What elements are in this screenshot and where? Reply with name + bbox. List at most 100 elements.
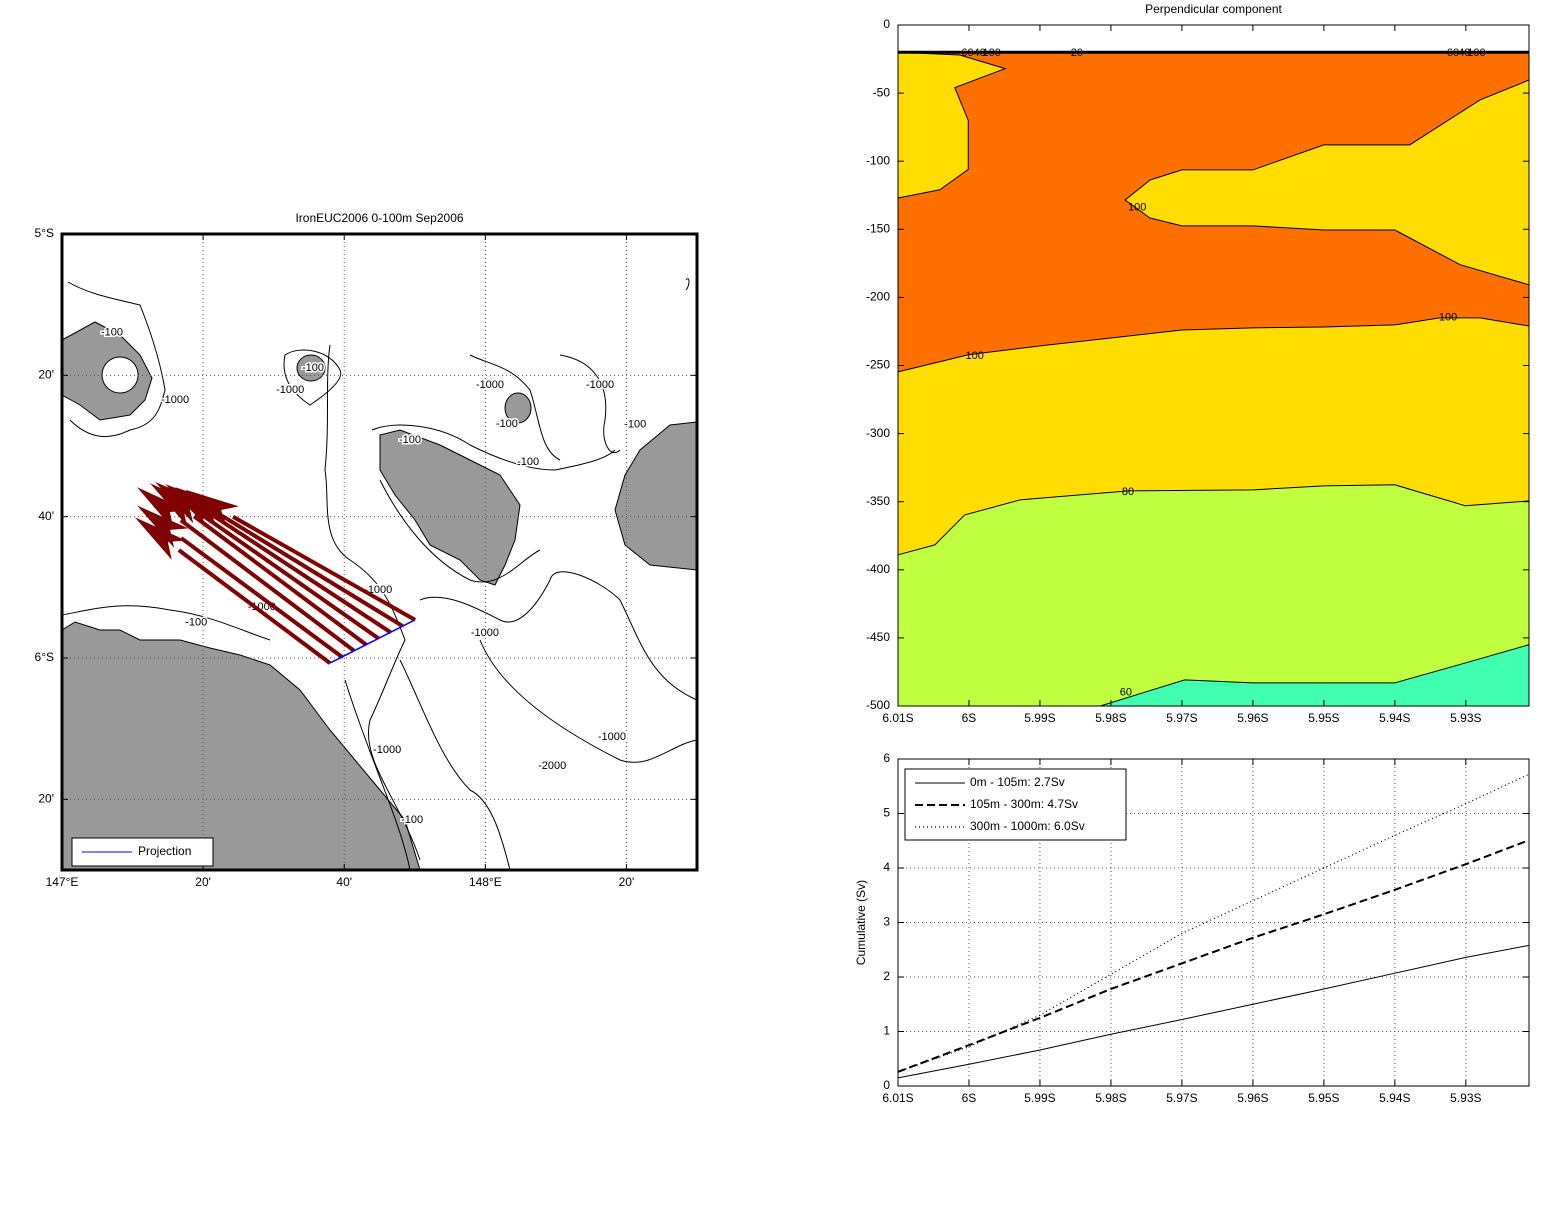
- x-tick-label: 147°E: [46, 875, 79, 889]
- vector: [179, 518, 356, 653]
- vector-head: [150, 483, 202, 526]
- contour-label: -100: [624, 419, 646, 431]
- x-tick-label: 5.98S: [1095, 711, 1126, 725]
- y-tick-label: 6: [883, 751, 890, 765]
- x-tick-label: 6.01S: [882, 1091, 913, 1105]
- x-tick-label: 5.99S: [1024, 1091, 1055, 1105]
- contour-label: 20: [1071, 47, 1083, 59]
- projection-line: [329, 619, 416, 664]
- x-tick-label: 5.95S: [1308, 711, 1339, 725]
- vector-head: [134, 517, 187, 560]
- y-tick-label: 20': [38, 791, 54, 805]
- x-tick-label: 5.93S: [1450, 711, 1481, 725]
- x-tick-label: 6S: [962, 1091, 977, 1105]
- contour-label: -100: [401, 814, 423, 826]
- y-tick-label: 5: [883, 806, 890, 820]
- y-tick-label: 0: [883, 17, 890, 31]
- vector-head: [155, 482, 208, 524]
- vector: [179, 536, 344, 659]
- vector-head: [136, 487, 189, 530]
- contour-label: -1000: [471, 627, 499, 639]
- contour-line: [324, 344, 421, 861]
- contour-label: -100: [496, 418, 518, 430]
- contour-label: 40: [1458, 47, 1470, 59]
- contour-label: -100: [185, 617, 207, 629]
- contour-label: -1000: [586, 379, 614, 391]
- contour-line: [419, 571, 698, 701]
- land: [61, 321, 153, 421]
- land: [296, 354, 326, 382]
- legend-box: [904, 768, 1127, 841]
- contour-label: 100: [1128, 201, 1146, 213]
- y-tick-label: -200: [866, 290, 890, 304]
- contour-label: 80: [1122, 486, 1134, 498]
- vector: [220, 514, 404, 628]
- x-tick-label: 5.97S: [1166, 711, 1197, 725]
- y-tick-label: -350: [866, 494, 890, 508]
- vector: [192, 514, 368, 647]
- x-tick-label: 5.98S: [1095, 1091, 1126, 1105]
- y-tick-label: 5°S: [35, 226, 54, 240]
- contour-label: 60: [961, 47, 973, 59]
- contour-line: [479, 639, 698, 763]
- vector-head: [165, 484, 218, 525]
- x-tick-label: 5.97S: [1166, 1091, 1197, 1105]
- x-tick-label: 6.01S: [882, 711, 913, 725]
- land: [504, 392, 532, 424]
- contour-region: [1124, 79, 1530, 286]
- x-tick-label: 5.94S: [1379, 1091, 1410, 1105]
- y-axis-label: Cumulative (Sv): [854, 880, 868, 965]
- y-tick-label: 20': [38, 367, 54, 381]
- y-tick-label: -150: [866, 221, 890, 235]
- y-tick-label: -250: [866, 358, 890, 372]
- contour-line: [283, 349, 342, 406]
- contour-line: [67, 281, 166, 438]
- contour-line: [371, 424, 616, 471]
- plot-frame: [60, 232, 699, 872]
- contour-label: -1000: [373, 744, 401, 756]
- vector: [199, 511, 380, 641]
- vector-head: [185, 489, 239, 528]
- contour-label: -100: [101, 327, 123, 339]
- y-tick-label: 3: [883, 915, 890, 929]
- contour-line: [399, 659, 511, 871]
- vector-head: [136, 505, 189, 548]
- y-tick-label: 2: [883, 969, 890, 983]
- y-tick-label: 0: [883, 1078, 890, 1092]
- y-tick-label: -50: [873, 85, 891, 99]
- chart-title: Perpendicular component: [1145, 2, 1282, 16]
- series-line: [897, 944, 1530, 1079]
- contour-label: -100: [399, 434, 421, 446]
- plot-frame: [897, 24, 1530, 707]
- land: [614, 421, 698, 571]
- x-tick-label: 20': [619, 875, 635, 889]
- y-tick-label: -500: [866, 698, 890, 712]
- x-tick-label: 148°E: [469, 875, 502, 889]
- vector: [177, 548, 332, 665]
- vector: [210, 512, 393, 635]
- contour-line: [344, 679, 411, 871]
- x-tick-label: 5.96S: [1237, 711, 1268, 725]
- contour-label: -1000: [598, 731, 626, 743]
- contour-label: -100: [517, 456, 539, 468]
- legend-label: Projection: [138, 844, 191, 858]
- contour-label: -1000: [161, 394, 189, 406]
- contour-label: 60: [1120, 686, 1132, 698]
- x-tick-label: 5.93S: [1450, 1091, 1481, 1105]
- contour-label: 100: [1439, 312, 1457, 324]
- contour-line: [379, 479, 541, 583]
- vector: [232, 515, 417, 622]
- x-tick-label: 20': [195, 875, 211, 889]
- x-tick-label: 6S: [962, 711, 977, 725]
- contour-label: 100: [965, 350, 983, 362]
- contour-line: [61, 605, 271, 641]
- x-tick-label: 5.95S: [1308, 1091, 1339, 1105]
- contour-label: 60: [1447, 47, 1459, 59]
- plot-frame: [897, 758, 1530, 1087]
- contour-label: -2000: [538, 760, 566, 772]
- legend-label: 300m - 1000m: 6.0Sv: [970, 819, 1085, 833]
- x-tick-label: 5.94S: [1379, 711, 1410, 725]
- y-tick-label: -100: [866, 153, 890, 167]
- contour-line: [685, 278, 690, 291]
